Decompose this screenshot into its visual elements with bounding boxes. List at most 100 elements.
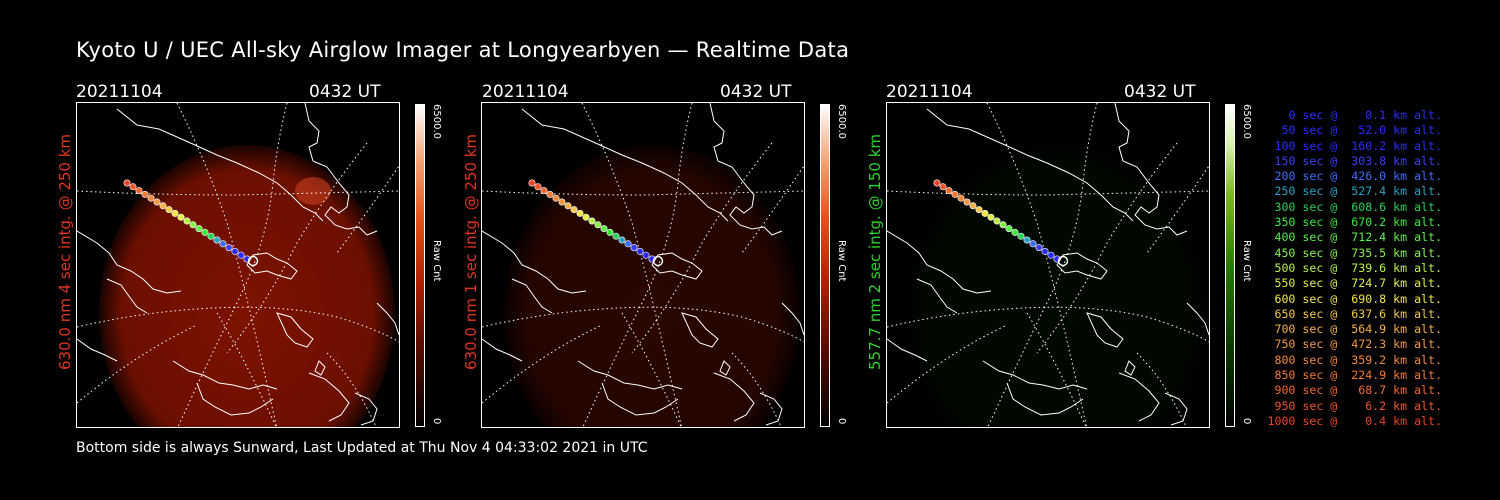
map-overlay xyxy=(887,103,1209,427)
trajectory-point xyxy=(600,225,608,233)
grid-line xyxy=(176,103,278,427)
station-marker xyxy=(1057,255,1069,267)
grid-line xyxy=(582,103,693,427)
trajectory-point xyxy=(171,209,179,217)
coastline xyxy=(926,108,1134,222)
legend-row: 600 sec @ 690.8 km alt. xyxy=(1274,291,1442,306)
trajectory-point xyxy=(534,183,542,191)
grid-line xyxy=(986,103,1088,427)
footer-status: Bottom side is always Sunward, Last Upda… xyxy=(76,440,648,456)
legend-row: 750 sec @ 472.3 km alt. xyxy=(1274,337,1442,352)
grid-line xyxy=(741,165,804,254)
trajectory-point xyxy=(981,209,989,217)
legend-row: 300 sec @ 608.6 km alt. xyxy=(1274,199,1442,214)
coastline xyxy=(276,312,314,348)
coastline xyxy=(482,338,523,362)
coastline xyxy=(482,230,587,294)
colorbar xyxy=(1225,104,1235,427)
colorbar-min-label: 0 xyxy=(431,418,442,425)
trajectory-point xyxy=(612,232,620,240)
trajectory-point xyxy=(165,206,173,214)
coastline xyxy=(719,360,731,376)
grid-line xyxy=(226,142,368,354)
trajectory-point xyxy=(1035,244,1043,252)
legend-row: 700 sec @ 564.9 km alt. xyxy=(1274,322,1442,337)
coastline xyxy=(1124,360,1136,376)
trajectory-point xyxy=(123,179,131,187)
trajectory-point xyxy=(1005,225,1013,233)
coastline xyxy=(511,278,553,314)
coastline xyxy=(916,278,958,314)
coastline xyxy=(1118,372,1160,422)
trajectory-point xyxy=(1047,251,1055,259)
coastline xyxy=(713,372,755,422)
trajectory-point xyxy=(183,217,191,225)
trajectory-point xyxy=(624,240,632,248)
panel-time: 0432 UT xyxy=(309,82,381,102)
grid-line xyxy=(336,165,399,254)
colorbar-min-label: 0 xyxy=(1241,418,1252,425)
legend-row: 450 sec @ 735.5 km alt. xyxy=(1274,245,1442,260)
coastline xyxy=(681,312,719,348)
trajectory-point xyxy=(963,198,971,206)
panel-date: 20211104 xyxy=(482,82,569,102)
coastline xyxy=(1114,103,1188,236)
coastline xyxy=(887,338,928,362)
trajectory-point xyxy=(993,217,1001,225)
panel-time: 0432 UT xyxy=(1124,82,1196,102)
colorbar xyxy=(820,104,830,427)
coastline xyxy=(759,392,783,426)
coastline xyxy=(77,230,182,294)
bright-patch xyxy=(295,177,331,205)
allsky-image xyxy=(76,102,400,428)
coastline xyxy=(196,382,274,416)
legend-row: 550 sec @ 724.7 km alt. xyxy=(1274,276,1442,291)
trajectory-point xyxy=(225,244,233,252)
map-overlay xyxy=(482,103,804,427)
trajectory-point xyxy=(564,202,572,210)
legend-row: 800 sec @ 359.2 km alt. xyxy=(1274,352,1442,367)
trajectory-point xyxy=(195,225,203,233)
panel-side-label: 630.0 nm 1 sec intg. @ 250 km xyxy=(462,133,480,370)
coastline xyxy=(376,302,399,336)
colorbar-max-label: 6500.0 xyxy=(836,104,847,139)
trajectory-point xyxy=(594,221,602,229)
trajectory-point xyxy=(630,244,638,252)
trajectory-point xyxy=(987,213,995,221)
legend-row: 400 sec @ 712.4 km alt. xyxy=(1274,230,1442,245)
panel-side-label: 630.0 nm 4 sec intg. @ 250 km xyxy=(56,133,74,370)
coastline xyxy=(308,372,350,422)
coastline xyxy=(354,392,378,426)
trajectory-point xyxy=(207,232,215,240)
map-overlay xyxy=(77,103,399,427)
legend-row: 350 sec @ 670.2 km alt. xyxy=(1274,215,1442,230)
trajectory-point xyxy=(975,206,983,214)
trajectory-point xyxy=(129,183,137,191)
coastline xyxy=(577,360,683,390)
legend-row: 250 sec @ 527.4 km alt. xyxy=(1274,184,1442,199)
station-marker xyxy=(652,255,664,267)
grid-line xyxy=(177,103,288,427)
trajectory-point xyxy=(147,194,155,202)
trajectory-point xyxy=(576,209,584,217)
legend-row: 50 sec @ 52.0 km alt. xyxy=(1281,123,1442,138)
trajectory-point xyxy=(606,228,614,236)
coastline xyxy=(781,302,804,336)
trajectory-point xyxy=(213,236,221,244)
page-title: Kyoto U / UEC All-sky Airglow Imager at … xyxy=(76,38,850,62)
legend-row: 100 sec @ 160.2 km alt. xyxy=(1274,138,1442,153)
trajectory-point xyxy=(189,221,197,229)
grid-line xyxy=(987,103,1098,427)
trajectory-point xyxy=(1023,236,1031,244)
grid-line xyxy=(1036,142,1178,354)
airglow-disc xyxy=(99,145,395,427)
legend-row: 850 sec @ 224.9 km alt. xyxy=(1274,368,1442,383)
trajectory-point xyxy=(153,198,161,206)
trajectory-point xyxy=(558,198,566,206)
allsky-image xyxy=(886,102,1210,428)
trajectory-point xyxy=(957,194,965,202)
trajectory-point xyxy=(582,213,590,221)
trajectory-point xyxy=(951,190,959,198)
coastline xyxy=(1164,392,1188,426)
trajectory-point xyxy=(231,247,239,255)
